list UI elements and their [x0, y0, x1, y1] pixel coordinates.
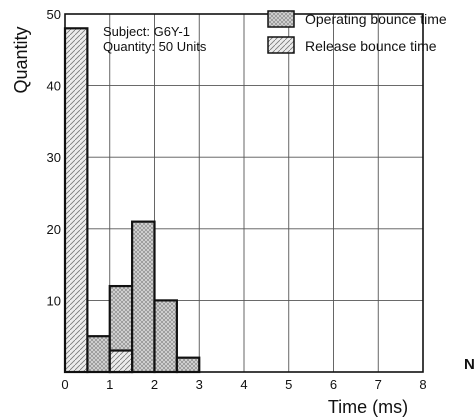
x-tick-label-7: 7: [375, 377, 382, 392]
x-axis-title: Time (ms): [328, 397, 408, 417]
x-tick-label-3: 3: [196, 377, 203, 392]
x-tick-label-8: 8: [419, 377, 426, 392]
legend-label-release: Release bounce time: [305, 38, 437, 54]
bar-operating-2: [131, 220, 156, 374]
bar-operating-3: [153, 299, 178, 374]
y-tick-label-50: 50: [47, 7, 61, 22]
legend-swatch-release: [267, 36, 295, 54]
bar-release-1: [108, 349, 134, 374]
y-tick-label-10: 10: [47, 293, 61, 308]
plot-frame: [64, 13, 424, 373]
grid-lines: [65, 14, 423, 372]
y-tick-label-40: 40: [47, 79, 61, 94]
tick-labels: 0 1 2 3 4 5 6 7 8 10 20 30 40 50: [47, 7, 427, 392]
y-tick-label-30: 30: [47, 150, 61, 165]
quantity-annotation: Quantity: 50 Units: [103, 39, 207, 54]
x-tick-label-5: 5: [285, 377, 292, 392]
x-tick-label-4: 4: [240, 377, 247, 392]
y-tick-label-20: 20: [47, 222, 61, 237]
y-axis-title: Quantity: [11, 26, 31, 93]
x-tick-label-2: 2: [151, 377, 158, 392]
edge-letter: N: [464, 356, 475, 373]
subject-annotation: Subject: G6Y-1: [103, 24, 190, 39]
legend-swatch-operating: [267, 10, 295, 28]
bar-operating-0: [86, 335, 111, 374]
x-tick-label-6: 6: [330, 377, 337, 392]
bar-operating-4: [175, 356, 201, 374]
plot-border: [64, 13, 424, 373]
legend-label-operating: Operating bounce time: [305, 11, 447, 27]
legend: Operating bounce time Release bounce tim…: [267, 10, 447, 54]
x-tick-label-1: 1: [106, 377, 113, 392]
bar-release-0: [63, 27, 89, 374]
histogram-bars: [63, 27, 201, 374]
x-tick-label-0: 0: [61, 377, 68, 392]
